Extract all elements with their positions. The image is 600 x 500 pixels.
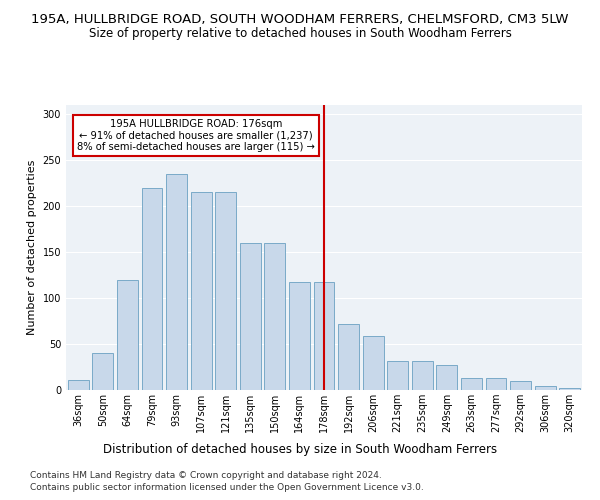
Text: 195A HULLBRIDGE ROAD: 176sqm
← 91% of detached houses are smaller (1,237)
8% of : 195A HULLBRIDGE ROAD: 176sqm ← 91% of de… xyxy=(77,119,315,152)
Bar xyxy=(166,174,187,390)
Bar xyxy=(240,243,261,390)
Bar xyxy=(142,188,163,390)
Bar xyxy=(510,381,531,390)
Bar xyxy=(265,243,286,390)
Bar xyxy=(68,380,89,390)
Text: 195A, HULLBRIDGE ROAD, SOUTH WOODHAM FERRERS, CHELMSFORD, CM3 5LW: 195A, HULLBRIDGE ROAD, SOUTH WOODHAM FER… xyxy=(31,12,569,26)
Bar xyxy=(92,353,113,390)
Y-axis label: Number of detached properties: Number of detached properties xyxy=(27,160,37,335)
Bar xyxy=(535,386,556,390)
Bar xyxy=(215,192,236,390)
Bar xyxy=(412,360,433,390)
Bar xyxy=(314,282,334,390)
Text: Distribution of detached houses by size in South Woodham Ferrers: Distribution of detached houses by size … xyxy=(103,442,497,456)
Bar xyxy=(461,378,482,390)
Bar xyxy=(362,336,383,390)
Bar xyxy=(191,192,212,390)
Text: Contains HM Land Registry data © Crown copyright and database right 2024.: Contains HM Land Registry data © Crown c… xyxy=(30,471,382,480)
Bar xyxy=(559,388,580,390)
Bar xyxy=(387,360,408,390)
Bar xyxy=(485,378,506,390)
Bar xyxy=(436,365,457,390)
Text: Contains public sector information licensed under the Open Government Licence v3: Contains public sector information licen… xyxy=(30,484,424,492)
Text: Size of property relative to detached houses in South Woodham Ferrers: Size of property relative to detached ho… xyxy=(89,28,511,40)
Bar xyxy=(117,280,138,390)
Bar xyxy=(338,324,359,390)
Bar xyxy=(289,282,310,390)
